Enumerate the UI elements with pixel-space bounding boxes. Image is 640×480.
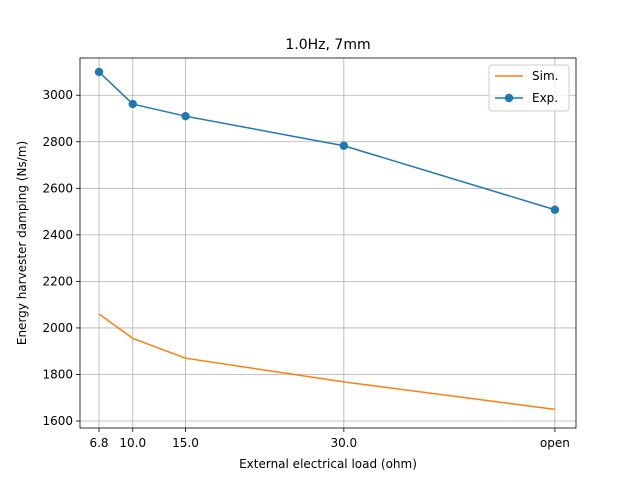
y-tick-label: 2800 bbox=[42, 135, 73, 149]
y-tick-label: 2600 bbox=[42, 181, 73, 195]
x-tick-label: 30.0 bbox=[330, 436, 357, 450]
series-layer bbox=[94, 67, 560, 411]
x-tick-label: 6.8 bbox=[89, 436, 108, 450]
x-tick-label: 10.0 bbox=[119, 436, 146, 450]
series-point-exp bbox=[339, 141, 349, 150]
axis-ticks: 6.8 10.0 15.0 30.0 open 1600 1800 2000 2200 2400 2… bbox=[42, 88, 569, 450]
chart-title: 1.0Hz, 7mm bbox=[285, 37, 370, 53]
y-tick-label: 2200 bbox=[42, 274, 73, 288]
y-tick-label: 2000 bbox=[42, 321, 73, 335]
legend-marker-exp bbox=[504, 93, 514, 103]
legend-label-exp: Exp. bbox=[532, 91, 558, 105]
legend-label-sim: Sim. bbox=[532, 69, 558, 83]
y-tick-label: 2400 bbox=[42, 228, 73, 242]
x-tick-label: 15.0 bbox=[172, 436, 199, 450]
legend: Sim. Exp. bbox=[488, 64, 570, 112]
x-axis-label: External electrical load (ohm) bbox=[239, 457, 417, 471]
series-point-exp bbox=[94, 67, 104, 77]
y-tick-label: 3000 bbox=[42, 88, 73, 102]
series-point-exp bbox=[550, 205, 560, 214]
plot-frame bbox=[79, 57, 577, 429]
series-point-exp bbox=[181, 111, 190, 121]
y-axis-label: Energy harvester damping (Ns/m) bbox=[15, 141, 29, 345]
series-line-sim bbox=[98, 313, 555, 411]
x-tick-label: open bbox=[540, 436, 570, 450]
y-tick-label: 1600 bbox=[42, 414, 73, 428]
series-point-exp bbox=[128, 99, 137, 109]
y-tick-label: 1800 bbox=[42, 367, 73, 381]
